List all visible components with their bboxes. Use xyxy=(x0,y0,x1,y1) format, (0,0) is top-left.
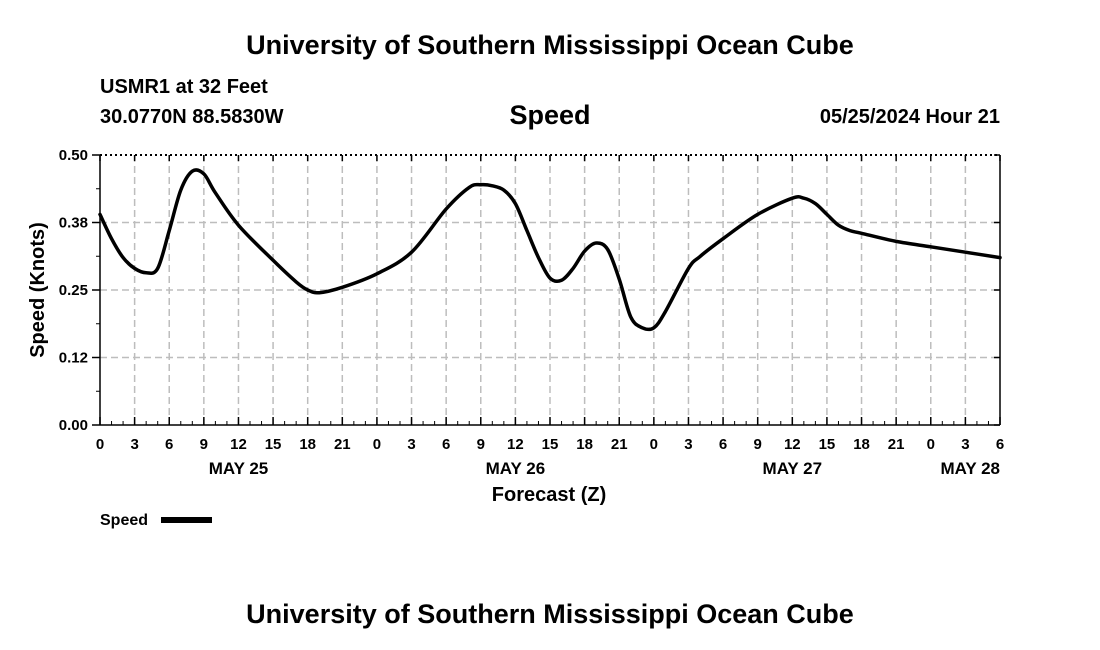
footer-title: University of Southern Mississippi Ocean… xyxy=(246,599,854,629)
x-tick-label: 0 xyxy=(96,436,104,453)
x-tick-label: 3 xyxy=(684,436,692,453)
x-tick-label: 3 xyxy=(407,436,415,453)
x-tick-label: 15 xyxy=(542,436,559,453)
x-tick-label: 6 xyxy=(165,436,173,453)
series-line-speed xyxy=(98,168,1002,332)
x-tick-label: 6 xyxy=(996,436,1004,453)
station-coords: 30.0770N 88.5830W xyxy=(100,106,284,128)
date-label: MAY 28 xyxy=(940,459,1000,478)
y-tick-label: 0.00 xyxy=(59,417,88,434)
x-tick-label: 12 xyxy=(230,436,247,453)
x-tick-label: 18 xyxy=(853,436,870,453)
axes: 0 3 6 9 12 15 18 21 0 3 6 9 12 15 18 21 0 3 6 9 12 15 18 21 0 3 6 0… xyxy=(59,147,1004,478)
x-tick-label: 6 xyxy=(442,436,450,453)
x-tick-label: 9 xyxy=(477,436,485,453)
x-tick-label: 0 xyxy=(373,436,381,453)
y-tick-label: 0.50 xyxy=(59,147,88,164)
x-tick-label: 0 xyxy=(650,436,658,453)
forecast-datetime: 05/25/2024 Hour 21 xyxy=(819,106,1000,128)
y-axis-label: Speed (Knots) xyxy=(27,222,49,358)
y-tick-label: 0.38 xyxy=(59,215,88,232)
x-tick-label: 21 xyxy=(888,436,905,453)
x-tick-label: 18 xyxy=(576,436,593,453)
legend-label: Speed xyxy=(100,512,148,529)
x-tick-label: 3 xyxy=(961,436,969,453)
date-label: MAY 26 xyxy=(486,459,546,478)
x-tick-label: 12 xyxy=(784,436,801,453)
x-tick-label: 21 xyxy=(611,436,628,453)
x-tick-label: 3 xyxy=(130,436,138,453)
x-tick-label: 18 xyxy=(299,436,316,453)
x-tick-label: 15 xyxy=(819,436,836,453)
series-layer xyxy=(98,168,1002,332)
date-label: MAY 27 xyxy=(763,459,823,478)
x-tick-label: 15 xyxy=(265,436,282,453)
y-tick-label: 0.12 xyxy=(59,350,88,367)
x-tick-label: 9 xyxy=(200,436,208,453)
page-title: University of Southern Mississippi Ocean… xyxy=(246,30,854,60)
x-tick-label: 21 xyxy=(334,436,351,453)
chart-title: Speed xyxy=(509,100,591,130)
x-tick-label: 9 xyxy=(754,436,762,453)
x-axis-label: Forecast (Z) xyxy=(492,484,606,506)
y-tick-label: 0.25 xyxy=(59,282,88,299)
x-tick-label: 12 xyxy=(507,436,524,453)
x-tick-label: 6 xyxy=(719,436,727,453)
station-label: USMR1 at 32 Feet xyxy=(100,76,268,98)
date-label: MAY 25 xyxy=(209,459,269,478)
x-tick-label: 0 xyxy=(927,436,935,453)
legend: Speed xyxy=(100,512,212,529)
grid xyxy=(100,155,1000,425)
